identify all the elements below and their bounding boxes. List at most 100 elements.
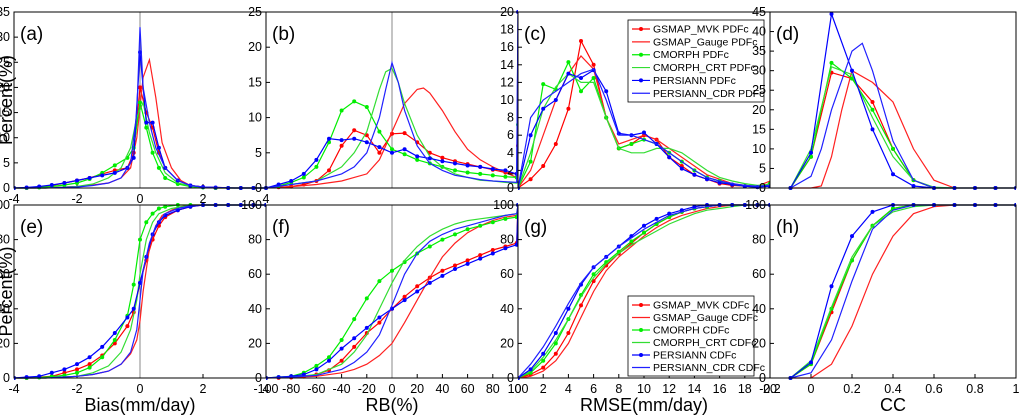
- series-line: [266, 204, 518, 379]
- data-point: [440, 159, 445, 164]
- x-axis-label: RMSE(mm/day): [580, 395, 708, 415]
- x-tick-label: 1: [1013, 382, 1020, 396]
- data-point: [138, 280, 142, 285]
- legend-entry: PERSIANN CDFc: [632, 350, 736, 362]
- data-point: [390, 268, 394, 273]
- y-tick-label: 10: [248, 111, 262, 125]
- data-point: [478, 164, 483, 169]
- series-line: [518, 204, 770, 379]
- data-point: [87, 175, 92, 180]
- x-tick-label: 100: [508, 382, 529, 396]
- x-tick-label: 0: [808, 382, 815, 396]
- series-persiann-cdr: [14, 27, 266, 189]
- data-point: [829, 60, 834, 65]
- legend-label: CMORPH PDFc: [653, 49, 729, 61]
- data-point: [402, 294, 407, 299]
- data-point: [629, 239, 634, 244]
- x-tick-label: -2: [71, 192, 82, 206]
- data-point: [75, 370, 79, 375]
- y-tick-label: 0: [759, 371, 766, 385]
- data-point: [465, 227, 470, 232]
- data-point: [364, 105, 369, 110]
- data-point: [364, 296, 369, 301]
- x-tick-label: 10: [637, 382, 651, 396]
- data-point: [692, 172, 697, 177]
- data-point: [75, 178, 79, 183]
- legend-entry: CMORPH_CRT CDFc: [632, 337, 756, 349]
- x-tick-label: 0: [137, 192, 144, 206]
- y-tick-label: 16: [500, 40, 514, 54]
- data-point: [112, 341, 117, 346]
- y-tick-label: 18: [500, 23, 514, 37]
- y-tick-label: 20: [248, 40, 262, 54]
- y-tick-label: 8: [507, 111, 514, 125]
- data-point: [131, 306, 136, 311]
- data-point: [629, 142, 634, 146]
- data-point: [478, 223, 483, 228]
- plot-frame: [769, 204, 1017, 379]
- data-point: [465, 170, 470, 175]
- data-point: [528, 177, 533, 182]
- data-point: [591, 272, 596, 277]
- data-point: [352, 317, 357, 322]
- y-tick-label: 0: [759, 181, 766, 195]
- y-tick-label: 0: [3, 371, 10, 385]
- data-point: [415, 289, 420, 294]
- series-line: [790, 42, 935, 189]
- data-point: [150, 120, 155, 125]
- data-point: [579, 76, 583, 80]
- data-point: [156, 145, 161, 150]
- data-point: [528, 159, 533, 164]
- data-point: [352, 128, 357, 133]
- y-tick-label: 45: [752, 5, 766, 19]
- data-point: [453, 168, 457, 173]
- data-point: [604, 89, 609, 94]
- data-point: [528, 367, 533, 372]
- data-point: [514, 242, 518, 247]
- data-point: [566, 106, 571, 111]
- data-point: [390, 147, 394, 152]
- x-tick-label: 40: [435, 382, 449, 396]
- x-tick-label: 4: [565, 382, 572, 396]
- legend-label: GSMAP_Gauge PDFc: [653, 36, 757, 48]
- y-axis-label: Percent(%): [0, 246, 16, 336]
- x-tick-label: -4: [8, 382, 19, 396]
- data-point: [541, 82, 546, 87]
- y-tick-label: 0: [3, 181, 10, 195]
- data-point: [503, 246, 508, 251]
- data-point: [327, 168, 331, 173]
- series-gsmap-mvk: [788, 70, 1016, 190]
- data-point: [415, 157, 420, 162]
- y-tick-label: 14: [500, 58, 514, 72]
- data-point: [453, 161, 457, 166]
- panel-tag: (b): [272, 24, 295, 45]
- x-tick-label: 14: [687, 382, 701, 396]
- y-tick-label: 30: [752, 64, 766, 78]
- data-point: [100, 344, 105, 349]
- y-tick-label: 20: [248, 336, 262, 350]
- x-tick-label: 20: [410, 382, 424, 396]
- data-point: [364, 325, 369, 330]
- legend-swatch-marker: [639, 52, 643, 57]
- y-tick-label: 30: [0, 30, 10, 44]
- data-point: [301, 372, 306, 377]
- subplot-a: 0 5 10 15 20 25 30 35 -4 -2 0 2 4 (a)Percent(%): [0, 5, 270, 206]
- data-point: [490, 166, 495, 171]
- data-point: [156, 165, 161, 170]
- panel-tag: (g): [524, 217, 547, 238]
- data-point: [100, 355, 105, 360]
- data-point: [377, 279, 382, 284]
- data-point: [541, 358, 546, 363]
- data-point: [112, 331, 117, 336]
- data-point: [541, 164, 546, 168]
- y-tick-label: 60: [248, 267, 262, 281]
- legend-swatch-marker: [639, 303, 643, 307]
- legend-label: PERSIANN PDFc: [653, 75, 736, 87]
- data-point: [163, 175, 168, 180]
- data-point: [138, 237, 142, 242]
- series-line: [790, 204, 934, 379]
- y-tick-label: 40: [248, 302, 262, 316]
- series-line: [266, 204, 518, 379]
- series-line: [266, 11, 518, 189]
- data-point: [692, 204, 697, 209]
